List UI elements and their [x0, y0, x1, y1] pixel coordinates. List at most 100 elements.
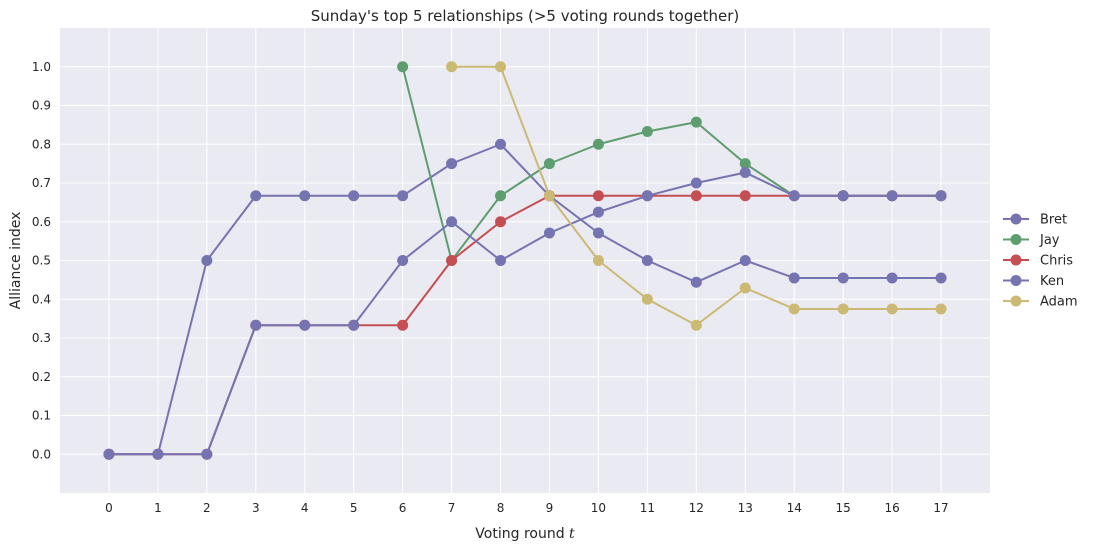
data-point [690, 177, 702, 189]
data-point [739, 167, 751, 179]
series-adam [446, 61, 947, 331]
data-point [299, 319, 311, 331]
data-point [641, 190, 653, 202]
y-axis-label: Alliance index [8, 212, 24, 310]
data-point [641, 255, 653, 266]
legend-label: Adam [1040, 295, 1078, 310]
x-tick-label: 0 [105, 501, 113, 515]
data-point [935, 190, 947, 202]
data-point [788, 303, 800, 315]
data-point [446, 216, 458, 228]
x-axis-ticks: 0 1 2 3 4 5 6 7 8 9 10 11 12 13 14 15 16 17 [105, 501, 949, 515]
legend-marker [1010, 295, 1022, 307]
data-point [348, 190, 360, 202]
legend-item-chris: Chris [1003, 254, 1073, 269]
data-point [152, 448, 164, 460]
legend-item-jay: Jay [1003, 233, 1060, 248]
data-point [103, 448, 115, 460]
x-axis-label-text: Voting round [475, 526, 564, 542]
data-point [592, 190, 604, 202]
legend-label: Ken [1040, 274, 1064, 289]
legend-marker [1010, 275, 1022, 286]
data-point [495, 61, 507, 73]
data-point [592, 206, 604, 218]
data-point [739, 282, 751, 294]
data-point [592, 227, 604, 239]
series-layer [103, 61, 947, 460]
data-point [543, 158, 555, 170]
data-point [641, 293, 653, 305]
data-point [495, 190, 507, 202]
legend-label: Jay [1039, 233, 1060, 248]
series-bret [103, 138, 947, 460]
series-ken [103, 167, 947, 460]
data-point [201, 255, 213, 266]
data-point [886, 303, 898, 315]
y-tick-label: 0.9 [32, 99, 51, 113]
x-tick-label: 10 [591, 501, 606, 515]
legend-item-bret: Bret [1003, 213, 1067, 228]
data-point [495, 216, 507, 228]
series-line [108, 143, 942, 456]
y-tick-label: 0.3 [32, 331, 51, 345]
x-tick-label: 8 [497, 501, 505, 515]
data-point [299, 190, 311, 202]
data-point [935, 303, 947, 315]
x-axis-label-variable: t [569, 526, 575, 542]
data-point [690, 319, 702, 331]
data-point [592, 255, 604, 266]
grid-lines [60, 28, 990, 493]
x-tick-label: 6 [399, 501, 407, 515]
data-point [543, 190, 555, 202]
series-line [108, 171, 942, 456]
data-point [397, 255, 409, 266]
data-point [250, 319, 262, 331]
y-tick-label: 0.5 [32, 254, 51, 268]
y-tick-label: 0.4 [32, 292, 51, 306]
data-point [886, 190, 898, 202]
x-tick-label: 14 [787, 501, 802, 515]
legend-item-adam: Adam [1003, 295, 1078, 310]
legend-label: Chris [1040, 254, 1073, 269]
data-point [201, 448, 213, 460]
y-axis-ticks: 0.0 0.1 0.2 0.3 0.4 0.5 0.6 0.7 0.8 0.9 1.0 [32, 60, 51, 462]
data-point [592, 138, 604, 150]
x-tick-label: 12 [689, 501, 704, 515]
y-tick-label: 0.2 [32, 370, 51, 384]
y-tick-label: 1.0 [32, 60, 51, 74]
y-tick-label: 0.8 [32, 137, 51, 151]
data-point [446, 61, 458, 73]
y-tick-label: 0.7 [32, 176, 51, 190]
legend-item-ken: Ken [1003, 274, 1064, 289]
x-axis-label: Voting round t [475, 526, 575, 542]
x-tick-label: 15 [836, 501, 851, 515]
data-point [495, 255, 507, 266]
x-tick-label: 7 [448, 501, 456, 515]
data-point [788, 272, 800, 284]
legend-marker [1010, 213, 1022, 225]
data-point [739, 255, 751, 266]
legend-label: Bret [1040, 213, 1067, 228]
data-point [739, 158, 751, 170]
x-tick-label: 16 [884, 501, 899, 515]
x-tick-label: 17 [933, 501, 948, 515]
data-point [739, 190, 751, 202]
x-tick-label: 13 [738, 501, 753, 515]
legend: Bret Jay Chris Ken Adam [1003, 213, 1078, 310]
data-point [690, 276, 702, 288]
data-point [690, 116, 702, 128]
x-tick-label: 9 [546, 501, 554, 515]
data-point [886, 272, 898, 284]
x-tick-label: 4 [301, 501, 309, 515]
y-tick-label: 0.6 [32, 215, 51, 229]
data-point [348, 319, 360, 331]
data-point [446, 158, 458, 170]
y-tick-label: 0.1 [32, 409, 51, 423]
x-tick-label: 5 [350, 501, 358, 515]
data-point [250, 190, 262, 202]
legend-marker [1010, 234, 1022, 245]
chart-title: Sunday's top 5 relationships (>5 voting … [311, 7, 739, 25]
data-point [397, 319, 409, 331]
data-point [788, 190, 800, 202]
